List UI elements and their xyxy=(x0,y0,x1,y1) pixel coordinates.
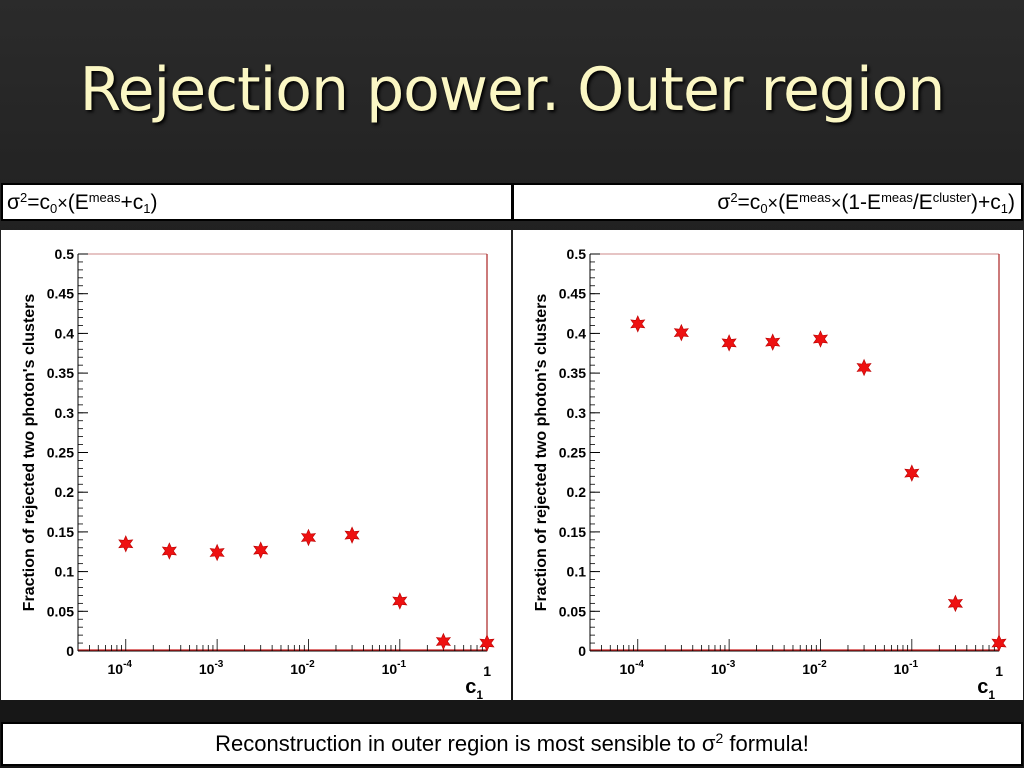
formula-left-box: σ2=c0×(Emeas+c1) xyxy=(1,183,513,221)
y-tick-label: 0.25 xyxy=(559,445,586,461)
times-symbol: × xyxy=(57,193,68,213)
y-tick-label: 0.4 xyxy=(55,325,75,341)
y-tick-label: 0.4 xyxy=(567,325,587,341)
y-tick-label: 0.5 xyxy=(567,246,587,262)
data-point xyxy=(673,323,689,342)
sigma-symbol: σ xyxy=(717,191,731,214)
superscript: meas xyxy=(881,190,913,205)
superscript: 2 xyxy=(730,190,738,205)
scatter-chart-right: 0 0.05 0.1 0.15 0.2 0.25 0.3 0.35 0.4 0.45 0.5 10-4… xyxy=(533,246,1007,700)
x-axis-label: c1 xyxy=(465,676,483,700)
conclusion-text: Reconstruction in outer region is most s… xyxy=(215,731,716,756)
subscript: 1 xyxy=(1000,201,1008,216)
y-tick-label: 0.1 xyxy=(55,564,75,580)
y-tick-label: 0 xyxy=(66,643,74,659)
data-point xyxy=(161,542,177,560)
data-point xyxy=(435,632,451,651)
data-point xyxy=(721,334,737,352)
data-point xyxy=(904,464,920,482)
formula-text: /E xyxy=(912,191,933,214)
data-point xyxy=(630,315,646,333)
y-tick-label: 0.05 xyxy=(559,603,586,619)
data-point xyxy=(392,592,408,610)
x-tick-label: 10-4 xyxy=(108,659,133,677)
formula-text: (E xyxy=(67,191,89,214)
conclusion-box: Reconstruction in outer region is most s… xyxy=(1,722,1023,766)
y-tick-label: 0.15 xyxy=(559,524,586,540)
x-tick-label: 10-1 xyxy=(382,659,407,677)
x-tick-label: 1 xyxy=(995,663,1003,679)
data-point xyxy=(118,535,134,553)
y-tick-label: 0.45 xyxy=(559,286,586,302)
data-point xyxy=(856,358,872,377)
plot-panel-right: 0 0.05 0.1 0.15 0.2 0.25 0.3 0.35 0.4 0.45 0.5 10-4… xyxy=(513,230,1023,700)
formula-text: =c xyxy=(737,191,761,214)
y-tick-label: 0.05 xyxy=(47,603,74,619)
slide-title: Rejection power. Outer region xyxy=(79,55,946,125)
data-point xyxy=(991,634,1007,652)
x-tick-label: 10-3 xyxy=(711,659,736,677)
y-tick-label: 0.45 xyxy=(47,286,74,302)
superscript: 2 xyxy=(19,190,28,205)
formula-text: +c xyxy=(120,191,144,214)
data-point xyxy=(479,634,495,652)
y-tick-label: 0.3 xyxy=(567,405,587,421)
superscript: meas xyxy=(88,190,121,205)
times-symbol: × xyxy=(830,193,842,213)
y-tick-label: 0.3 xyxy=(55,405,75,421)
formula-text: =c xyxy=(27,191,50,214)
data-point xyxy=(947,594,963,613)
subscript: 0 xyxy=(49,201,58,216)
data-point xyxy=(765,333,781,351)
sigma-symbol: σ xyxy=(7,191,20,214)
data-point xyxy=(253,541,269,559)
y-axis-label: Fraction of rejected two photon's cluste… xyxy=(21,294,38,612)
formula-text: (1-E xyxy=(841,191,882,214)
formula-right-box: σ2=c0×(Emeas×(1-Emeas/Ecluster)+c1) xyxy=(512,183,1023,221)
y-tick-label: 0.2 xyxy=(55,484,75,500)
x-tick-label: 10-4 xyxy=(620,659,645,677)
y-tick-label: 0.25 xyxy=(47,445,74,461)
y-tick-label: 0.1 xyxy=(567,564,587,580)
formula-text: )+c xyxy=(971,191,1001,214)
formula-text: ) xyxy=(150,191,158,214)
x-tick-label: 1 xyxy=(483,663,491,679)
data-point xyxy=(300,528,317,547)
formula-text: ) xyxy=(1008,191,1015,214)
y-tick-label: 0.35 xyxy=(47,365,74,381)
x-tick-label: 10-2 xyxy=(802,659,827,677)
times-symbol: × xyxy=(767,193,779,213)
y-axis-label: Fraction of rejected two photon's cluste… xyxy=(533,294,550,612)
superscript: cluster xyxy=(932,190,971,205)
formula-text: (E xyxy=(778,191,800,214)
subscript: 0 xyxy=(760,201,768,216)
superscript: meas xyxy=(799,190,831,205)
x-tick-label: 10-1 xyxy=(894,659,919,677)
y-tick-label: 0.2 xyxy=(567,484,587,500)
data-point xyxy=(209,543,225,562)
y-tick-label: 0.35 xyxy=(559,365,586,381)
subscript: 1 xyxy=(143,201,151,216)
y-tick-label: 0 xyxy=(578,643,586,659)
scatter-chart-left: 0 0.05 0.1 0.15 0.2 0.25 0.3 0.35 0.4 0.45 0.5 10-4… xyxy=(21,246,495,700)
superscript: 2 xyxy=(715,730,724,746)
x-axis-label: c1 xyxy=(977,676,995,700)
conclusion-text-tail: formula! xyxy=(723,731,809,756)
y-tick-label: 0.5 xyxy=(55,246,75,262)
y-tick-label: 0.15 xyxy=(47,524,74,540)
x-tick-label: 10-2 xyxy=(290,659,315,677)
x-tick-label: 10-3 xyxy=(199,659,224,677)
plot-panel-left: 0 0.05 0.1 0.15 0.2 0.25 0.3 0.35 0.4 0.45 0.5 10-4… xyxy=(1,230,511,700)
data-point xyxy=(344,526,360,544)
data-point xyxy=(812,330,829,348)
